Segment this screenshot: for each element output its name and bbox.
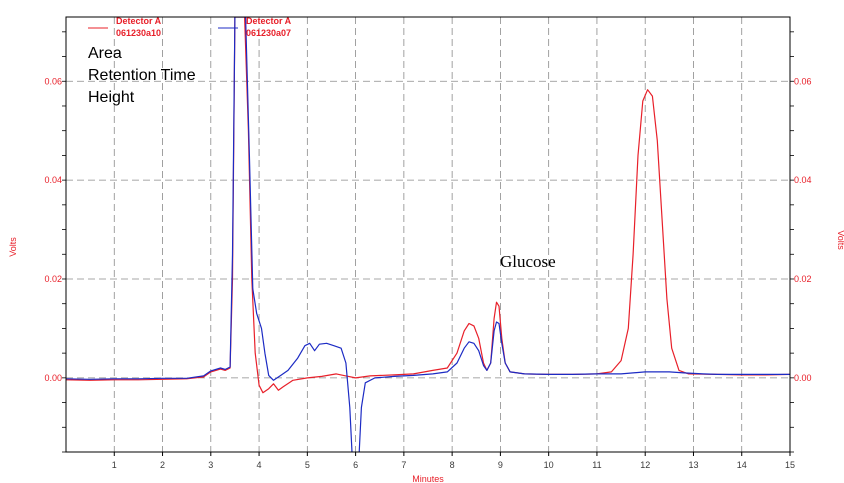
x-tick-label: 5 — [305, 460, 310, 470]
legend-item-061230a07: Detector A 061230a07 — [218, 16, 292, 38]
y-axis-right-ticks: 0.00 0.02 0.04 0.06 — [790, 31, 812, 453]
x-tick-label: 2 — [160, 460, 165, 470]
x-tick-label: 1 — [112, 460, 117, 470]
annotation-area: Area — [88, 45, 122, 62]
y-axis-left-ticks: 0.00 0.02 0.04 0.06 — [44, 31, 66, 453]
y-tick-label-left: 0.04 — [44, 175, 62, 185]
peak-label-glucose: Glucose — [500, 252, 556, 271]
legend-item-061230a10-line1: Detector A — [116, 16, 162, 26]
y-tick-label-left: 0.02 — [44, 274, 62, 284]
x-tick-label: 4 — [257, 460, 262, 470]
y-tick-label-right: 0.06 — [794, 76, 812, 86]
annotation-height: Height — [88, 89, 135, 106]
x-tick-label: 6 — [353, 460, 358, 470]
y-tick-label-left: 0.00 — [44, 373, 62, 383]
x-axis-label: Minutes — [412, 474, 444, 483]
x-tick-label: 8 — [450, 460, 455, 470]
y-tick-label-right: 0.02 — [794, 274, 812, 284]
series-layer — [66, 17, 790, 452]
y-tick-label-right: 0.00 — [794, 373, 812, 383]
x-tick-label: 14 — [737, 460, 747, 470]
legend-item-061230a10-line2: 061230a10 — [116, 28, 161, 38]
x-tick-label: 13 — [688, 460, 698, 470]
plot-frame — [65, 16, 791, 453]
y-tick-label-right: 0.04 — [794, 175, 812, 185]
grid — [66, 17, 790, 452]
x-tick-label: 9 — [498, 460, 503, 470]
y-tick-label-left: 0.06 — [44, 76, 62, 86]
legend-item-061230a07-line1: Detector A — [246, 16, 292, 26]
x-tick-label: 10 — [544, 460, 554, 470]
series-line-061230a07 — [66, 17, 790, 452]
report-parameters: Area Retention Time Height — [88, 45, 196, 106]
x-tick-label: 12 — [640, 460, 650, 470]
annotation-retention-time: Retention Time — [88, 67, 196, 84]
legend-item-061230a07-line2: 061230a07 — [246, 28, 291, 38]
legend: Detector A 061230a10 Detector A 061230a0… — [88, 16, 292, 38]
x-tick-label: 3 — [208, 460, 213, 470]
x-tick-label: 15 — [785, 460, 795, 470]
x-tick-label: 11 — [592, 460, 601, 470]
y-axis-left-label: Volts — [8, 237, 18, 257]
legend-item-061230a10: Detector A 061230a10 — [88, 16, 162, 38]
x-axis-ticks: 1 2 3 4 5 6 7 8 9 10 11 12 13 14 15 — [112, 452, 795, 470]
x-tick-label: 7 — [401, 460, 406, 470]
y-axis-right-label: Volts — [836, 230, 844, 250]
